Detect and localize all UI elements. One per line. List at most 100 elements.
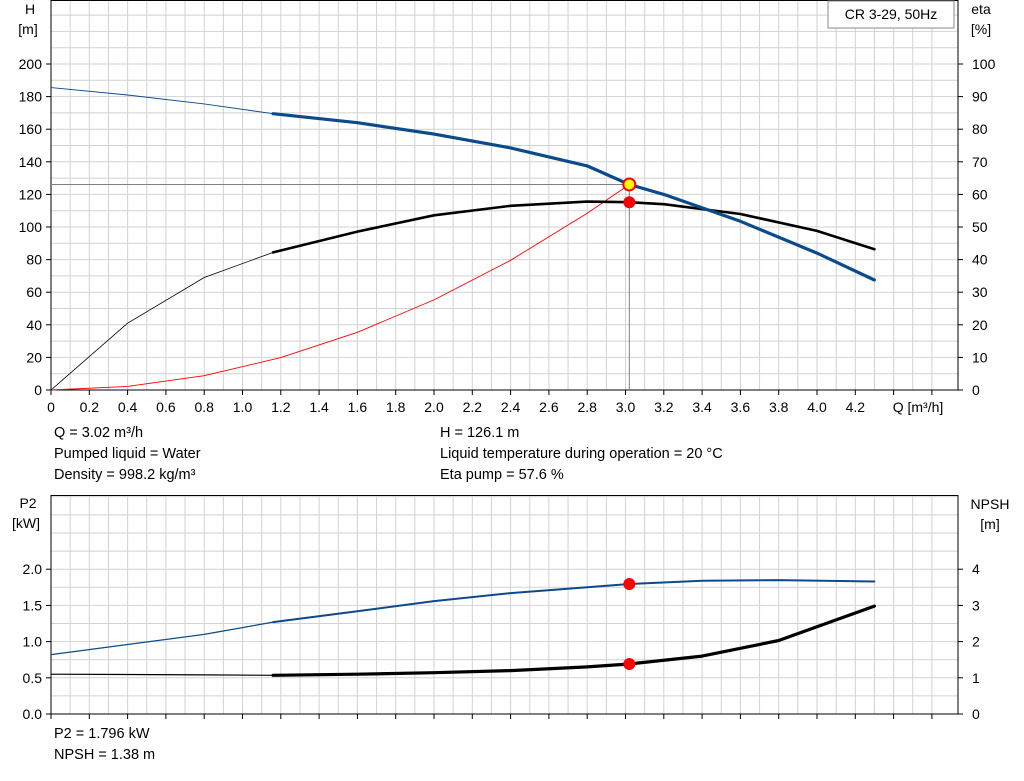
power-chart-left-tick-label: 0.0 — [23, 706, 43, 722]
efficiency-curve — [271, 200, 876, 254]
x-tick-label: 3.2 — [654, 399, 674, 415]
x-tick-label: 3.0 — [616, 399, 636, 415]
temperature-readout: Liquid temperature during operation = 20… — [440, 446, 723, 462]
power-chart-right-tick-label: 4 — [972, 561, 980, 577]
head-chart-right-tick-label: 50 — [972, 219, 988, 235]
eta-axis-unit: [%] — [971, 21, 991, 37]
x-tick-label: 3.8 — [769, 399, 789, 415]
density-readout: Density = 998.2 kg/m³ — [54, 467, 196, 483]
x-tick-label: 1.2 — [271, 399, 291, 415]
duty-point-eta — [623, 196, 636, 209]
head-chart-right-tick-label: 40 — [972, 252, 988, 268]
p2-curve-extrapolated — [50, 621, 274, 656]
eta-readout: Eta pump = 57.6 % — [440, 467, 564, 483]
eta-axis-label: eta — [971, 1, 991, 17]
x-tick-label: 3.6 — [731, 399, 751, 415]
head-chart-left-tick-label: 120 — [19, 186, 43, 202]
x-tick-label: 2.6 — [539, 399, 559, 415]
head-chart-left-tick-label: 80 — [26, 252, 42, 268]
head-chart-right-tick-label: 20 — [972, 317, 988, 333]
npsh-readout: NPSH = 1.38 m — [54, 747, 156, 763]
x-tick-label: 0.6 — [156, 399, 176, 415]
flow-axis-label: Q [m³/h] — [893, 399, 944, 415]
system-curve — [50, 184, 630, 391]
power-chart-right-tick-label: 1 — [972, 670, 980, 686]
head-chart-right-tick-label: 10 — [972, 349, 988, 365]
head-curve — [271, 112, 876, 282]
head-chart-series — [50, 87, 876, 391]
head-chart-left-tick-label: 100 — [19, 219, 43, 235]
power-chart-right-tick-label: 3 — [972, 597, 980, 613]
x-tick-label: 0 — [47, 399, 55, 415]
power-chart-grid — [51, 495, 958, 714]
duty-info-right: H = 126.1 m Liquid temperature during op… — [440, 423, 723, 486]
x-tick-label: 0.4 — [118, 399, 138, 415]
power-chart-series — [50, 577, 876, 677]
power-chart-left-tick-label: 1.5 — [23, 597, 43, 613]
head-curve-extrapolated — [50, 87, 274, 115]
head-chart-right-tick-label: 30 — [972, 284, 988, 300]
head-chart-right-tick-label: 70 — [972, 154, 988, 170]
flow-readout: Q = 3.02 m³/h — [54, 425, 144, 441]
head-chart-right-tick-label: 60 — [972, 186, 988, 202]
head-chart-right-tick-label: 100 — [972, 56, 996, 72]
x-tick-label: 1.6 — [348, 399, 368, 415]
head-chart-axes: 0 20 40 60 80 100 120 140 160 180 200 0 10 20 30 40 50 60… — [19, 0, 996, 415]
x-tick-label: 0.2 — [80, 399, 100, 415]
x-tick-label: 1.8 — [386, 399, 406, 415]
power-chart-axes: 0.0 0.5 1.0 1.5 2.0 0 1 2 3 4 — [23, 495, 980, 722]
p2-axis-unit: [kW] — [12, 515, 40, 531]
duty-info-left: Q = 3.02 m³/h Pumped liquid = Water Dens… — [54, 423, 201, 486]
head-chart-grid — [51, 0, 958, 390]
p2-readout: P2 = 1.796 kW — [54, 726, 150, 742]
power-chart-plot-frame — [50, 495, 959, 715]
chart-title-box — [827, 0, 955, 29]
duty-point-p2 — [623, 577, 636, 590]
x-tick-label: 1.0 — [233, 399, 253, 415]
p2-curve — [272, 579, 876, 624]
head-chart-left-tick-label: 40 — [26, 317, 42, 333]
head-chart-left-tick-label: 60 — [26, 284, 42, 300]
power-info: P2 = 1.796 kW NPSH = 1.38 m — [54, 724, 155, 766]
head-chart-left-tick-label: 0 — [34, 382, 42, 398]
x-tick-label: 2.2 — [463, 399, 483, 415]
x-tick-label: 0.8 — [194, 399, 214, 415]
head-chart-left-tick-label: 200 — [19, 56, 43, 72]
head-chart-left-tick-label: 140 — [19, 154, 43, 170]
head-axis-unit: [m] — [18, 21, 37, 37]
head-chart-left-tick-label: 20 — [26, 349, 42, 365]
npsh-curve — [271, 604, 876, 677]
power-chart-left-tick-label: 0.5 — [23, 670, 43, 686]
head-chart-left-tick-label: 160 — [19, 121, 43, 137]
chart-title: CR 3-29, 50Hz — [845, 6, 938, 22]
head-chart-right-tick-label: 80 — [972, 121, 988, 137]
npsh-curve-extrapolated — [50, 673, 274, 676]
x-tick-label: 2.8 — [577, 399, 597, 415]
duty-point-head — [622, 177, 637, 192]
head-chart-plot-frame — [50, 0, 959, 391]
head-chart-right-tick-label: 0 — [972, 382, 980, 398]
p2-axis-label: P2 — [19, 495, 36, 511]
efficiency-curve-extrapolated — [50, 252, 274, 391]
pumped-liquid-readout: Pumped liquid = Water — [54, 446, 201, 462]
power-chart-left-tick-label: 1.0 — [23, 634, 43, 650]
power-chart-right-tick-label: 0 — [972, 706, 980, 722]
x-tick-label: 2.4 — [501, 399, 521, 415]
x-tick-label: 4.2 — [846, 399, 866, 415]
power-chart-left-tick-label: 2.0 — [23, 561, 43, 577]
x-tick-label: 1.4 — [309, 399, 329, 415]
x-tick-label: 3.4 — [692, 399, 712, 415]
x-tick-label: 2.0 — [424, 399, 444, 415]
npsh-axis-unit: [m] — [980, 516, 999, 532]
head-axis-label: H — [25, 1, 35, 17]
head-readout: H = 126.1 m — [440, 425, 520, 441]
head-chart-right-tick-label: 90 — [972, 89, 988, 105]
npsh-axis-label: NPSH — [971, 496, 1010, 512]
x-tick-label: 4.0 — [807, 399, 827, 415]
power-chart-right-tick-label: 2 — [972, 634, 980, 650]
duty-point-npsh — [623, 658, 636, 671]
power-npsh-chart: 0.0 0.5 1.0 1.5 2.0 0 1 2 3 4 P2 [kW] NPSH [m] — [12, 495, 1009, 722]
head-efficiency-chart: 0 20 40 60 80 100 120 140 160 180 200 0 10 20 30 40 50 60… — [18, 0, 996, 415]
head-chart-left-tick-label: 180 — [19, 89, 43, 105]
